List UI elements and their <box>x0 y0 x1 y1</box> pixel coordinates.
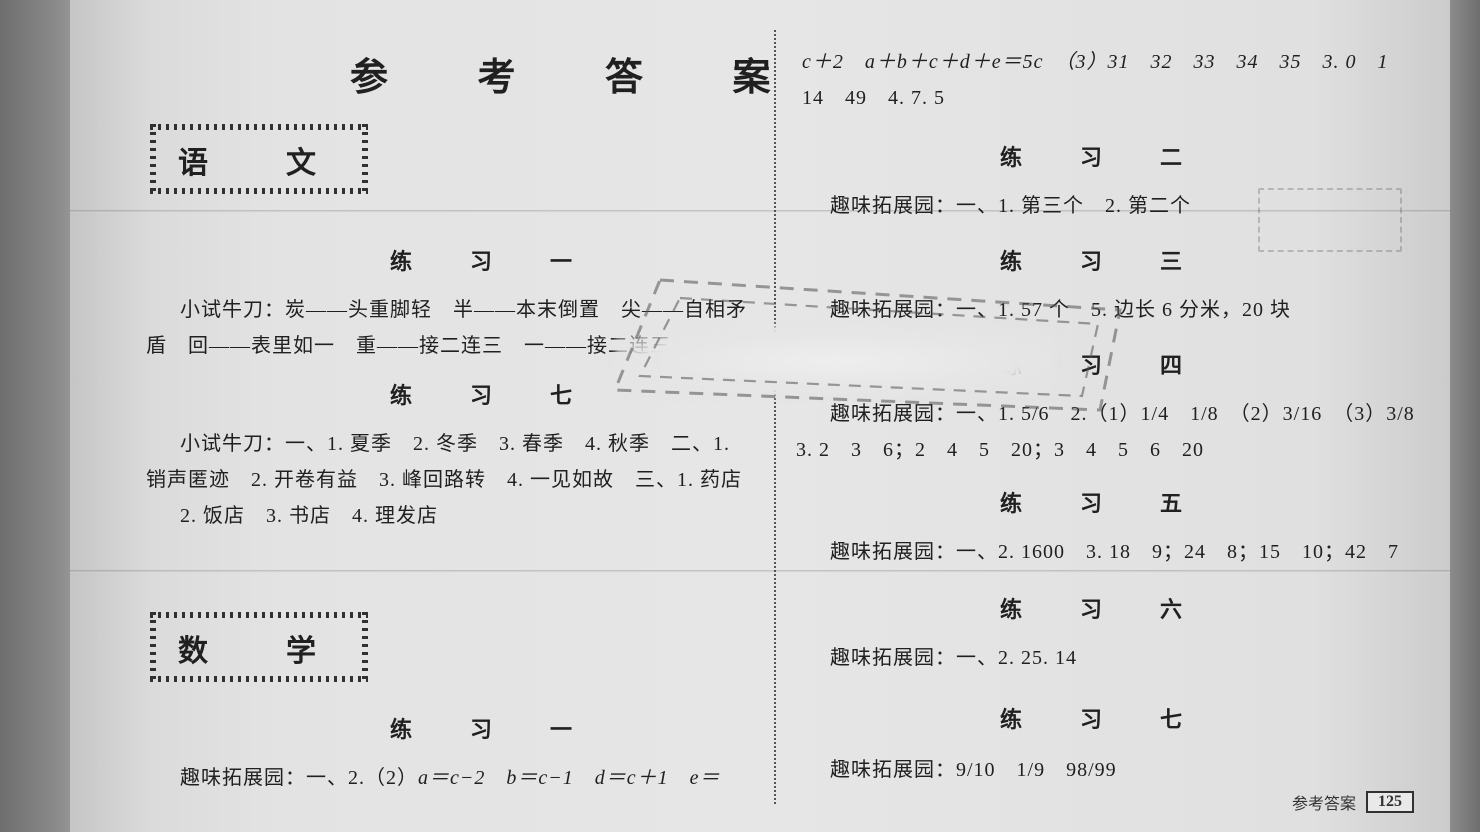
subject-heading-math: 数 学 <box>156 616 362 678</box>
answer-line: 14 49 4. 7. 5 <box>802 80 1422 116</box>
exercise-heading: 练 习 六 <box>1000 592 1200 624</box>
answer-line: 盾 回——表里如一 重——接二连三 一——接二连三 <box>146 328 760 364</box>
answer-line: 2. 饭店 3. 书店 4. 理发店 <box>180 498 760 534</box>
exercise-heading: 练 习 四 <box>1000 348 1200 380</box>
column-divider <box>774 30 776 804</box>
page-footer: 参考答案 125 <box>1292 790 1414 814</box>
answer-line: 小试牛刀：一、1. 夏季 2. 冬季 3. 春季 4. 秋季 二、1. <box>180 426 760 462</box>
subject-label: 数 学 <box>178 635 340 668</box>
answer-text: 趣味拓展园：一、2.（2） <box>180 767 418 789</box>
exercise-heading: 练 习 二 <box>1000 140 1200 172</box>
answer-text: a＝c−2 <box>418 767 485 789</box>
exercise-heading: 练 习 一 <box>390 244 590 276</box>
exercise-heading: 练 习 七 <box>1000 702 1200 734</box>
subject-heading-chinese: 语 文 <box>156 128 362 190</box>
answer-block: 小试牛刀：一、1. 夏季 2. 冬季 3. 春季 4. 秋季 二、1. 销声匿迹… <box>180 426 760 534</box>
answer-block: 趣味拓展园：一、1. 5/6 2.（1）1/4 1/8 （2）3/16 （3）3… <box>830 396 1450 468</box>
exercise-heading: 练 习 七 <box>390 378 590 410</box>
answer-block: 趣味拓展园：一、2. 25. 14 <box>830 640 1430 676</box>
exercise-heading: 练 习 一 <box>390 712 590 744</box>
answer-block: c＋2 a＋b＋c＋d＋e＝5c （3）31 32 33 34 35 3. 0 … <box>802 44 1422 116</box>
answer-line: 3. 2 3 6；2 4 5 20；3 4 5 6 20 <box>796 432 1450 468</box>
answer-line: c＋2 a＋b＋c＋d＋e＝5c （3）31 32 33 34 35 3. 0 … <box>802 44 1422 80</box>
page-title: 参 考 答 案 <box>350 46 811 101</box>
answer-block: 趣味拓展园：9/10 1/9 98/99 <box>830 752 1430 788</box>
answer-line: 趣味拓展园：一、2. 1600 3. 18 9；24 8；15 10；42 7 <box>830 534 1450 570</box>
answer-line: 小试牛刀：炭——头重脚轻 半——本末倒置 尖——自相矛 <box>180 292 760 328</box>
answer-line: 趣味拓展园：一、2. 25. 14 <box>830 640 1430 676</box>
answer-text: b＝c−1 d＝c＋1 e＝ <box>485 767 720 789</box>
answer-line: 销声匿迹 2. 开卷有益 3. 峰回路转 4. 一见如故 三、1. 药店 <box>146 462 760 498</box>
answer-line: 趣味拓展园：一、2.（2）a＝c−2 b＝c−1 d＝c＋1 e＝ <box>180 760 760 796</box>
subject-label: 语 文 <box>178 147 340 180</box>
footer-label: 参考答案 <box>1292 790 1356 814</box>
answer-block: 趣味拓展园：一、2. 1600 3. 18 9；24 8；15 10；42 7 <box>830 534 1450 570</box>
answer-block: 趣味拓展园：一、2.（2）a＝c−2 b＝c−1 d＝c＋1 e＝ <box>180 760 760 796</box>
paper-page: 参 考 答 案 语 文 练 习 一 小试牛刀：炭——头重脚轻 半——本末倒置 尖… <box>70 0 1450 832</box>
answer-line: 趣味拓展园：一、1. 5/6 2.（1）1/4 1/8 （2）3/16 （3）3… <box>830 396 1450 432</box>
answer-line: 趣味拓展园：9/10 1/9 98/99 <box>830 752 1430 788</box>
exercise-heading: 练 习 五 <box>1000 486 1200 518</box>
answer-block: 趣味拓展园：一、1. 57 个 5. 边长 6 分米，20 块 <box>830 292 1430 328</box>
exercise-heading: 练 习 三 <box>1000 244 1200 276</box>
faint-box-outline <box>1258 188 1402 252</box>
paper-fold <box>70 570 1450 573</box>
page-number: 125 <box>1366 791 1414 813</box>
answer-block: 小试牛刀：炭——头重脚轻 半——本末倒置 尖——自相矛 盾 回——表里如一 重—… <box>180 292 760 364</box>
answer-line: 趣味拓展园：一、1. 57 个 5. 边长 6 分米，20 块 <box>830 292 1430 328</box>
